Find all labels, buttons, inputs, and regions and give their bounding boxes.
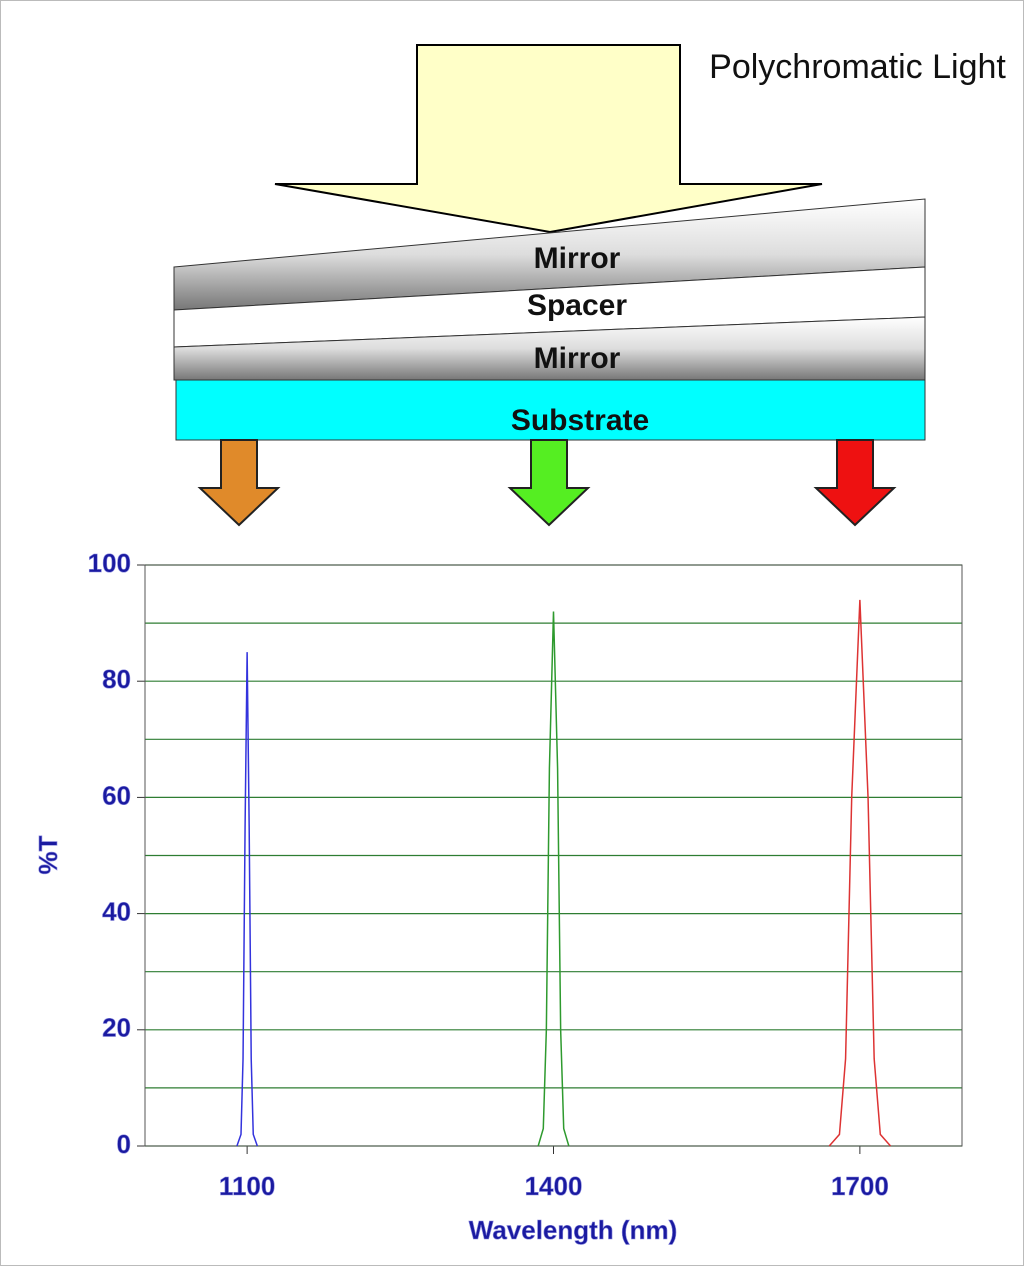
x-tick-label: 1400 [525, 1171, 583, 1201]
y-tick-label: 40 [102, 896, 131, 926]
x-tick-label: 1100 [219, 1171, 275, 1201]
series-line [236, 652, 259, 1147]
red-arrow [813, 439, 897, 527]
y-tick-label: 0 [117, 1129, 131, 1159]
orange-arrow [197, 439, 281, 527]
x-tick-label: 1700 [831, 1171, 889, 1201]
layer-label: Mirror [534, 342, 621, 375]
y-tick-label: 20 [102, 1013, 131, 1043]
light-label: Polychromatic Light [709, 48, 1006, 86]
series-line [828, 599, 892, 1147]
layer-label: Mirror [534, 242, 621, 275]
y-tick-label: 80 [102, 664, 131, 694]
layer-label: Spacer [527, 289, 627, 322]
y-tick-label: 60 [102, 780, 131, 810]
plot-frame [144, 564, 963, 1147]
y-tick-label: 100 [88, 548, 131, 578]
y-axis-title: %T [33, 835, 63, 874]
light-arrow [274, 44, 823, 234]
x-axis-title: Wavelength (nm) [469, 1215, 677, 1245]
layer-label: Substrate [511, 404, 649, 437]
series-line [537, 611, 570, 1147]
green-arrow [507, 439, 591, 527]
